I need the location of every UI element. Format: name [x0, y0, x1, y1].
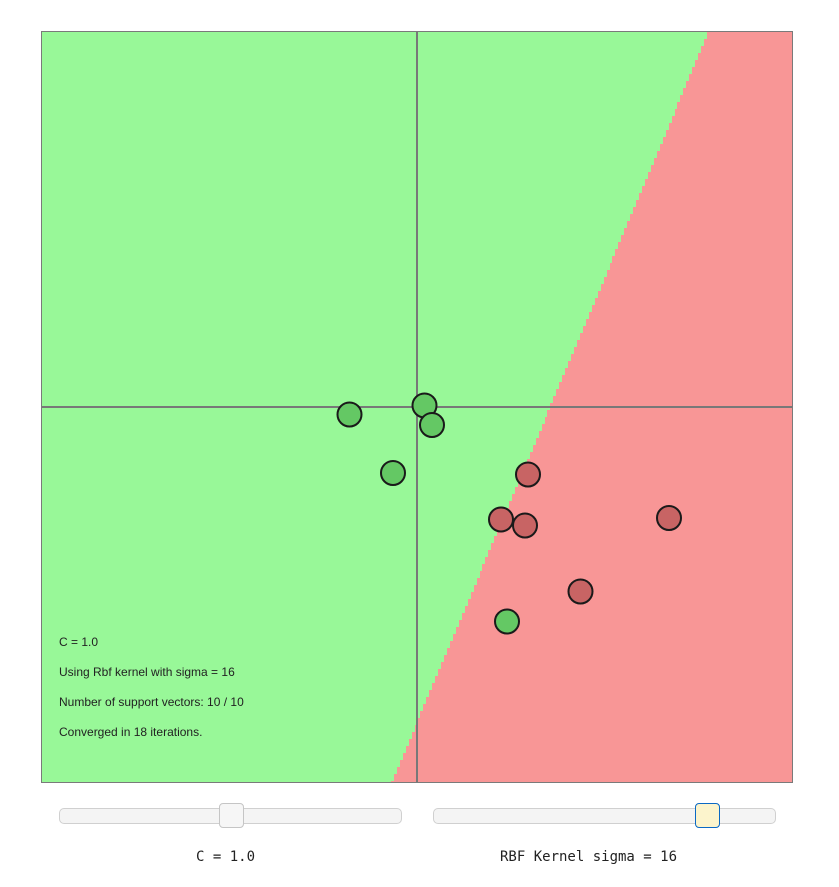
- positive-point-2[interactable]: [419, 412, 445, 438]
- positive-point-4[interactable]: [494, 608, 520, 635]
- negative-point-5[interactable]: [515, 461, 541, 488]
- negative-point-6[interactable]: [488, 506, 514, 533]
- sigma-slider[interactable]: [433, 803, 776, 828]
- positive-point-0[interactable]: [336, 401, 363, 428]
- kernel-info-text: Using Rbf kernel with sigma = 16: [59, 665, 235, 679]
- svm-canvas[interactable]: C = 1.0 Using Rbf kernel with sigma = 16…: [41, 31, 793, 783]
- negative-point-8[interactable]: [656, 505, 682, 531]
- positive-point-3[interactable]: [380, 460, 406, 486]
- sigma-slider-caption: RBF Kernel sigma = 16: [500, 849, 678, 865]
- c-slider-handle[interactable]: [219, 803, 244, 828]
- sigma-slider-handle[interactable]: [695, 803, 720, 828]
- c-value-text: C = 1.0: [59, 635, 99, 649]
- c-slider-caption: C = 1.0: [196, 849, 256, 865]
- negative-point-9[interactable]: [567, 578, 594, 605]
- decision-plot: [42, 32, 792, 782]
- c-slider[interactable]: [59, 803, 402, 828]
- negative-point-7[interactable]: [512, 512, 538, 539]
- convergence-text: Converged in 18 iterations.: [59, 725, 203, 739]
- support-vectors-text: Number of support vectors: 10 / 10: [59, 695, 244, 709]
